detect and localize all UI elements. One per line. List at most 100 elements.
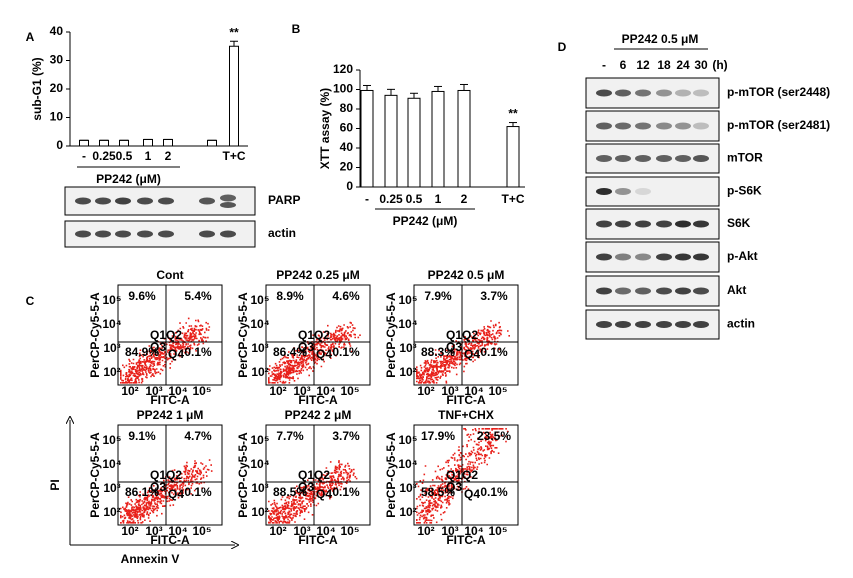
quadrant-label: Q1 — [150, 328, 166, 342]
blot-band — [615, 122, 631, 130]
y-tick-label: 10² — [251, 365, 268, 379]
y-axis-label: PerCP-Cy5-5-A — [88, 292, 102, 378]
y-tick-label: 10² — [251, 505, 268, 519]
y-tick-label: 10 — [50, 110, 64, 124]
x-tick-label: 0.5 — [116, 149, 133, 163]
bar — [457, 89, 471, 188]
group-label: PP242 (μM) — [96, 172, 161, 186]
quadrant-value: 88.5% — [273, 485, 307, 499]
blot-band — [95, 230, 111, 238]
quadrant-label: Q4 — [464, 487, 480, 501]
x-tick-label: 10⁵ — [341, 384, 360, 398]
blot-band — [596, 220, 612, 228]
y-tick-label: 10² — [103, 505, 120, 519]
y-tick-label: 10³ — [103, 481, 120, 495]
blot-band — [199, 197, 215, 205]
blot-band — [693, 220, 709, 228]
group-label: PP242 (μM) — [393, 214, 458, 228]
y-axis-label: PerCP-Cy5-5-A — [236, 432, 250, 518]
y-tick-label: 0 — [346, 179, 353, 193]
y-tick-label: 10⁵ — [251, 433, 270, 447]
quadrant-value: 0.1% — [480, 485, 508, 499]
quadrant-label: Q1 — [446, 468, 462, 482]
y-tick-label: 40 — [50, 24, 64, 38]
y-tick-label: 10⁴ — [250, 457, 269, 471]
y-axis-label: PerCP-Cy5-5-A — [384, 432, 398, 518]
blot-band — [675, 89, 691, 97]
quadrant-value: 3.7% — [332, 429, 360, 443]
y-tick-label: 100 — [333, 82, 353, 96]
blot-band — [137, 197, 153, 205]
blot-band — [220, 230, 236, 238]
blot-band — [115, 230, 131, 238]
treatment-label: PP242 0.5 μM — [622, 32, 699, 46]
blot-label: S6K — [727, 216, 751, 230]
blot-band — [635, 89, 651, 97]
blot-band — [693, 122, 709, 130]
x-tick-label: 10⁵ — [489, 524, 508, 538]
quadrant-label: Q4 — [168, 347, 184, 361]
quadrant-label: Q3 — [446, 340, 462, 354]
x-tick-label: 1 — [145, 149, 152, 163]
blot-band — [635, 220, 651, 228]
quadrant-value: 0.1% — [184, 485, 212, 499]
event-dots — [416, 428, 509, 524]
x-tick-label: 10² — [417, 524, 434, 538]
blot-band — [615, 220, 631, 228]
y-tick-label: 10³ — [103, 341, 120, 355]
blot-band — [635, 321, 651, 328]
blot-band — [656, 287, 672, 295]
quadrant-label: Q2 — [314, 468, 330, 482]
event-dots — [268, 460, 358, 524]
bar — [431, 90, 445, 188]
blot-band — [656, 253, 672, 261]
blot-band — [158, 230, 174, 238]
timepoint-label: 30 — [694, 58, 708, 72]
quadrant-value: 3.7% — [480, 289, 508, 303]
quadrant-label: Q1 — [150, 468, 166, 482]
blot-label: p-mTOR (ser2448) — [727, 85, 830, 99]
x-tick-label: 10² — [121, 524, 138, 538]
x-tick-label: 10⁴ — [464, 524, 483, 538]
y-tick-label: 20 — [50, 81, 64, 95]
y-tick-label: 80 — [340, 101, 354, 115]
timepoint-label: 12 — [636, 58, 650, 72]
y-tick-label: 0 — [56, 138, 63, 152]
quadrant-value: 23.5% — [477, 429, 511, 443]
quadrant-value: 88.3% — [421, 345, 455, 359]
y-tick-label: 10³ — [251, 481, 268, 495]
quadrant-label: Q4 — [168, 487, 184, 501]
blot-band — [656, 122, 672, 130]
quadrant-label: Q3 — [298, 480, 314, 494]
x-tick-label: - — [365, 192, 369, 206]
blot-band — [75, 197, 91, 205]
blot-band — [635, 122, 651, 130]
plot-title: PP242 0.5 μM — [428, 268, 505, 282]
blot-band — [615, 287, 631, 295]
blot-band — [75, 230, 91, 238]
blot-band — [693, 321, 709, 328]
x-tick-label: 10⁴ — [168, 524, 187, 538]
blot-band — [596, 321, 612, 328]
y-tick-label: 10⁴ — [102, 317, 121, 331]
plot-title: Cont — [156, 268, 183, 282]
bar — [119, 139, 129, 147]
blot-band — [615, 253, 631, 261]
y-tick-label: 10⁴ — [102, 457, 121, 471]
bar — [143, 138, 153, 147]
blot-band — [693, 89, 709, 97]
bar — [360, 89, 374, 188]
plot-frame — [117, 424, 223, 526]
blot-label: p-mTOR (ser2481) — [727, 118, 830, 132]
quadrant-label: Q2 — [314, 328, 330, 342]
x-tick-label: 10² — [269, 524, 286, 538]
blot-band — [596, 188, 612, 195]
blot-band — [693, 287, 709, 295]
y-tick-label: 10⁵ — [399, 433, 418, 447]
blot-band — [199, 230, 215, 238]
x-tick-label: 10⁵ — [341, 524, 360, 538]
quadrant-label: Q3 — [446, 480, 462, 494]
quadrant-label: Q2 — [166, 468, 182, 482]
blot-band — [615, 155, 631, 162]
